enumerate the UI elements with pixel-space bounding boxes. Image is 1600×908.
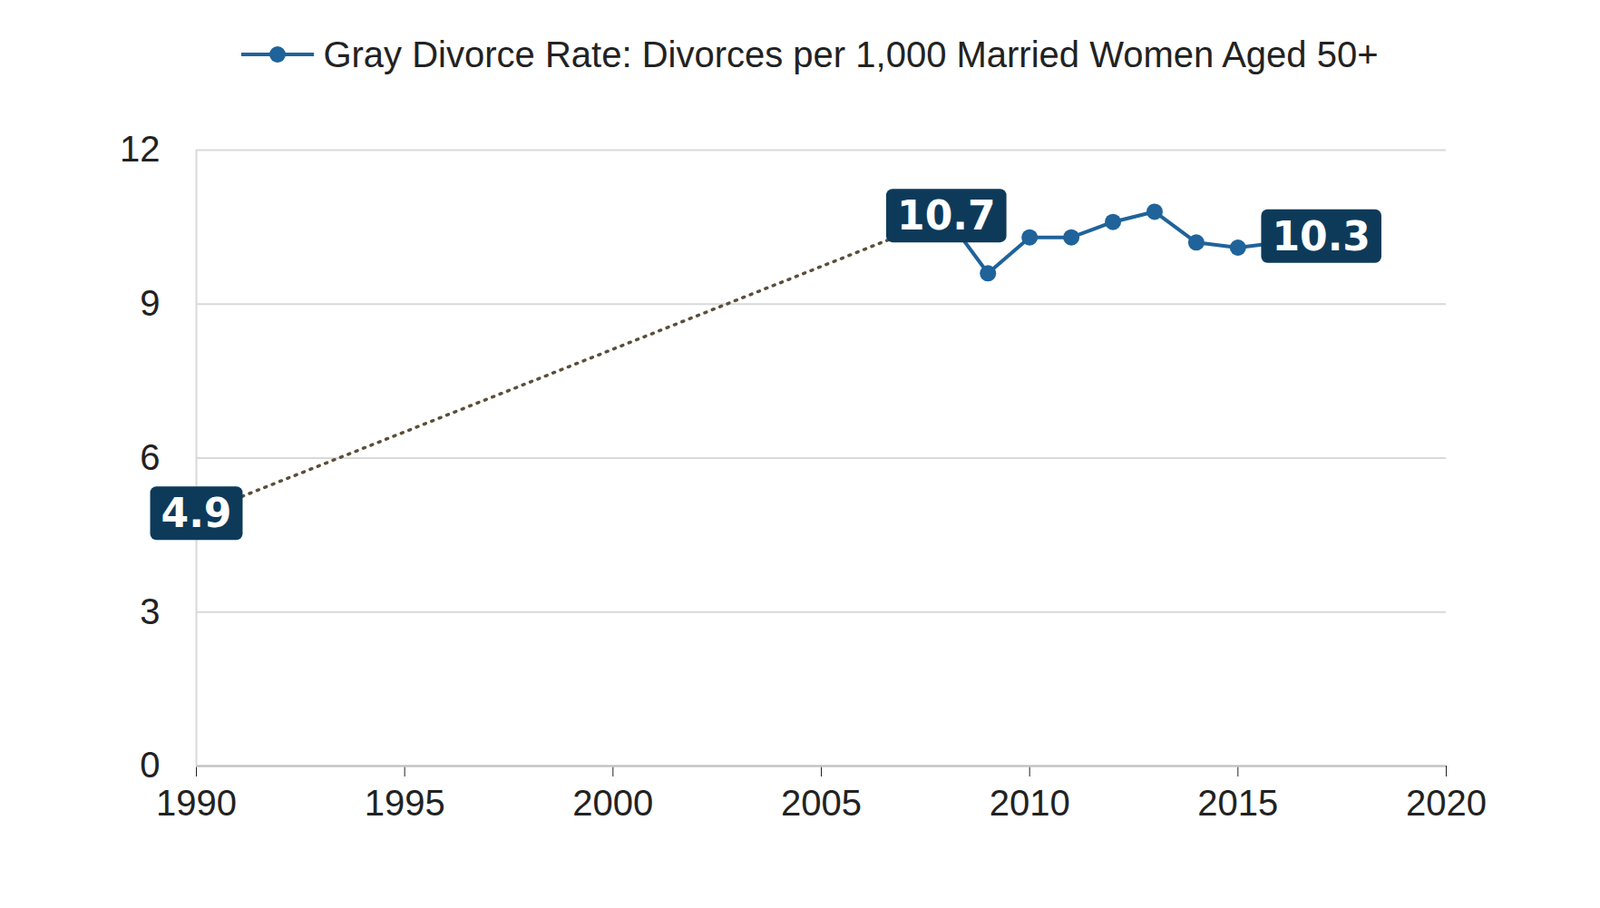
svg-text:1995: 1995 xyxy=(364,782,446,823)
svg-text:10.7: 10.7 xyxy=(897,192,996,239)
svg-text:1990: 1990 xyxy=(156,782,237,823)
svg-text:3: 3 xyxy=(139,591,160,632)
svg-text:2005: 2005 xyxy=(780,782,862,823)
svg-text:9: 9 xyxy=(139,282,160,323)
svg-text:2015: 2015 xyxy=(1197,782,1279,823)
svg-text:10.3: 10.3 xyxy=(1271,213,1371,260)
html-text:Gray Divorce Rate: Divorces pe: Gray Divorce Rate: Divorces per 1,000 Ma… xyxy=(323,34,1379,74)
svg-text:0: 0 xyxy=(139,744,160,785)
svg-text:2020: 2020 xyxy=(1405,782,1487,823)
svg-text:2010: 2010 xyxy=(989,782,1071,823)
svg-text:2000: 2000 xyxy=(572,782,654,823)
svg-text:4.9: 4.9 xyxy=(161,489,233,537)
svg-text:12: 12 xyxy=(119,128,161,169)
svg-text:6: 6 xyxy=(139,437,160,478)
